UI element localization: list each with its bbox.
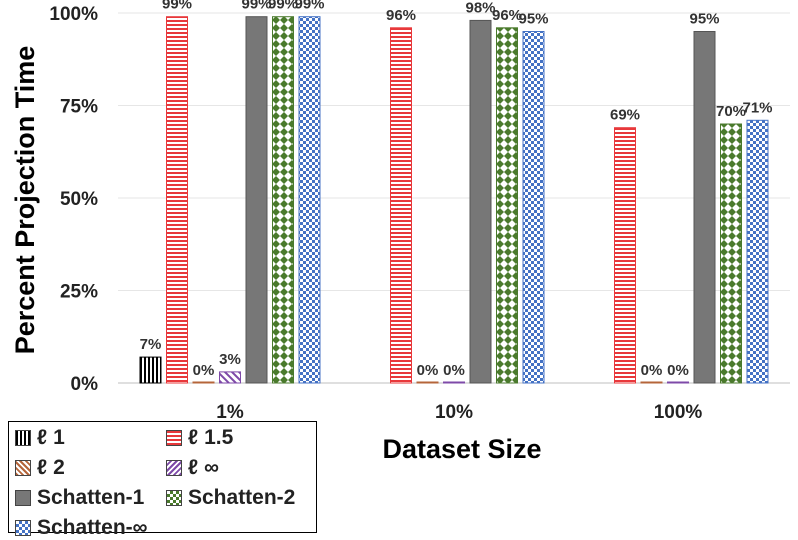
legend-item: ℓ 1.5	[166, 426, 233, 450]
legend-label: ℓ 2	[37, 456, 65, 479]
legend-swatch	[166, 460, 182, 476]
legend-label: ℓ 1	[37, 426, 65, 449]
x-tick-label: 1%	[216, 402, 244, 423]
data-label: 7%	[140, 336, 162, 353]
data-label: 70%	[716, 103, 746, 120]
data-label: 95%	[689, 11, 719, 28]
bar	[522, 31, 545, 384]
x-axis-label: Dataset Size	[382, 434, 541, 464]
bar	[693, 31, 716, 384]
data-label: 99%	[162, 0, 192, 13]
data-label: 95%	[518, 11, 548, 28]
bar	[166, 16, 188, 384]
bar	[614, 127, 636, 384]
legend-swatch	[15, 430, 31, 446]
legend-item: ℓ 2	[15, 456, 65, 480]
bar	[139, 356, 162, 384]
data-label: 0%	[443, 362, 465, 379]
legend-swatch	[15, 490, 31, 506]
data-label: 3%	[219, 351, 241, 368]
y-axis-label: Percent Projection Time	[10, 46, 40, 355]
x-tick-label: 100%	[654, 402, 703, 423]
legend-swatch	[15, 520, 31, 536]
legend-swatch	[166, 430, 182, 446]
data-label: 99%	[294, 0, 324, 13]
data-label: 71%	[742, 99, 772, 116]
bar	[667, 381, 689, 384]
legend-label: Schatten-2	[188, 486, 296, 509]
y-tick-label: 75%	[60, 97, 98, 118]
y-tick-label: 25%	[60, 282, 98, 303]
data-label: 96%	[386, 7, 416, 24]
bar	[443, 381, 465, 384]
legend-item: Schatten-2	[166, 486, 295, 510]
bar	[272, 16, 294, 384]
y-tick-label: 50%	[60, 189, 98, 210]
bar	[390, 27, 412, 384]
data-label: 99%	[268, 0, 298, 13]
legend-item: Schatten-1	[15, 486, 144, 510]
legend-label: Schatten-∞	[37, 516, 148, 539]
data-label: 0%	[667, 362, 689, 379]
bar	[496, 27, 518, 384]
x-tick-label: 10%	[435, 402, 473, 423]
legend-label: ℓ ∞	[188, 456, 220, 479]
data-label: 0%	[641, 362, 663, 379]
bar	[219, 371, 241, 384]
legend-label: ℓ 1.5	[188, 426, 234, 449]
data-label: 0%	[417, 362, 439, 379]
y-tick-label: 0%	[71, 374, 99, 395]
bar	[416, 381, 439, 384]
bar	[746, 119, 769, 384]
bar	[640, 381, 663, 384]
legend-swatch	[15, 460, 31, 476]
data-label: 96%	[492, 7, 522, 24]
data-label: 98%	[465, 0, 495, 16]
legend-swatch	[166, 490, 182, 506]
legend-label: Schatten-1	[37, 486, 145, 509]
legend: ℓ 1 ℓ 1.5 ℓ 2 ℓ ∞ Schatten-1 Schatten-2 Schatt…	[8, 421, 317, 539]
bar	[192, 381, 215, 384]
bar	[245, 16, 268, 384]
legend-item: Schatten-∞	[15, 516, 148, 540]
legend-item: ℓ 1	[15, 426, 65, 450]
bar	[469, 19, 492, 384]
y-tick-label: 100%	[49, 4, 98, 25]
bar	[298, 16, 321, 384]
data-label: 0%	[193, 362, 215, 379]
bar	[720, 123, 742, 384]
data-label: 99%	[241, 0, 271, 13]
data-label: 69%	[610, 107, 640, 124]
legend-item: ℓ ∞	[166, 456, 219, 480]
